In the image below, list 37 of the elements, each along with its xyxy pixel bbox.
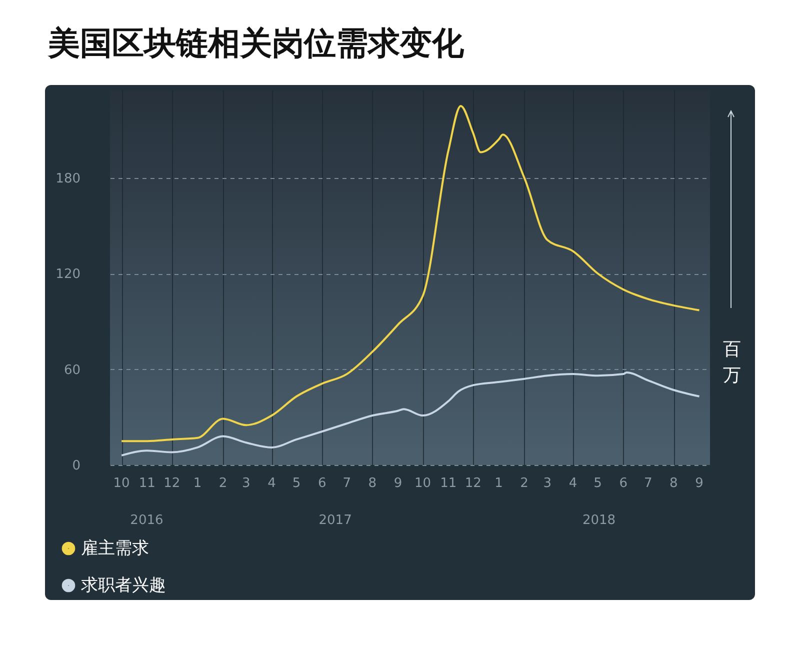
legend-label: 雇主需求	[81, 538, 149, 558]
text: 2016	[130, 513, 164, 528]
x-tick-label: 12	[164, 476, 180, 491]
text: 2017	[318, 513, 352, 528]
x-tick-label: 5	[594, 476, 602, 491]
x-tick-label: 1	[193, 476, 202, 491]
x-tick-label: 3	[242, 476, 250, 491]
legend-label: 求职者兴趣	[81, 576, 166, 596]
y-tick-label: 120	[56, 267, 80, 282]
x-tick-label: 11	[138, 476, 156, 491]
y-axis-title: 百万	[722, 338, 742, 388]
x-tick-label: 3	[543, 476, 552, 491]
y-tick-label: 60	[64, 362, 80, 378]
x-tick-label: 9	[394, 476, 402, 491]
x-tick-label: 11	[440, 476, 457, 491]
chart-title: 美国区块链相关岗位需求变化	[48, 23, 464, 64]
x-tick-label: 6	[318, 476, 326, 491]
line-series	[120, 371, 700, 456]
x-tick-label: 6	[619, 476, 628, 491]
x-tick-label: 4	[268, 476, 276, 491]
text: 2018	[582, 513, 616, 528]
x-tick-label: 2	[218, 476, 228, 491]
y-tick-label: 180	[56, 171, 80, 186]
x-tick-label: 8	[368, 476, 377, 491]
x-tick-label: 9	[695, 476, 704, 491]
x-tick-label: 5	[292, 476, 301, 491]
line-series	[120, 104, 700, 442]
x-tick-label: 10	[113, 476, 130, 491]
x-tick-label: 1	[494, 476, 503, 491]
x-tick-label: 8	[670, 476, 678, 491]
y-tick-label: 0	[72, 458, 80, 474]
x-tick-label: 12	[464, 476, 482, 491]
x-tick-label: 7	[644, 476, 652, 491]
x-tick-label: 4	[568, 476, 578, 491]
x-tick-label: 10	[414, 476, 432, 491]
x-tick-label: 7	[342, 476, 352, 491]
x-tick-label: 2	[520, 476, 528, 491]
